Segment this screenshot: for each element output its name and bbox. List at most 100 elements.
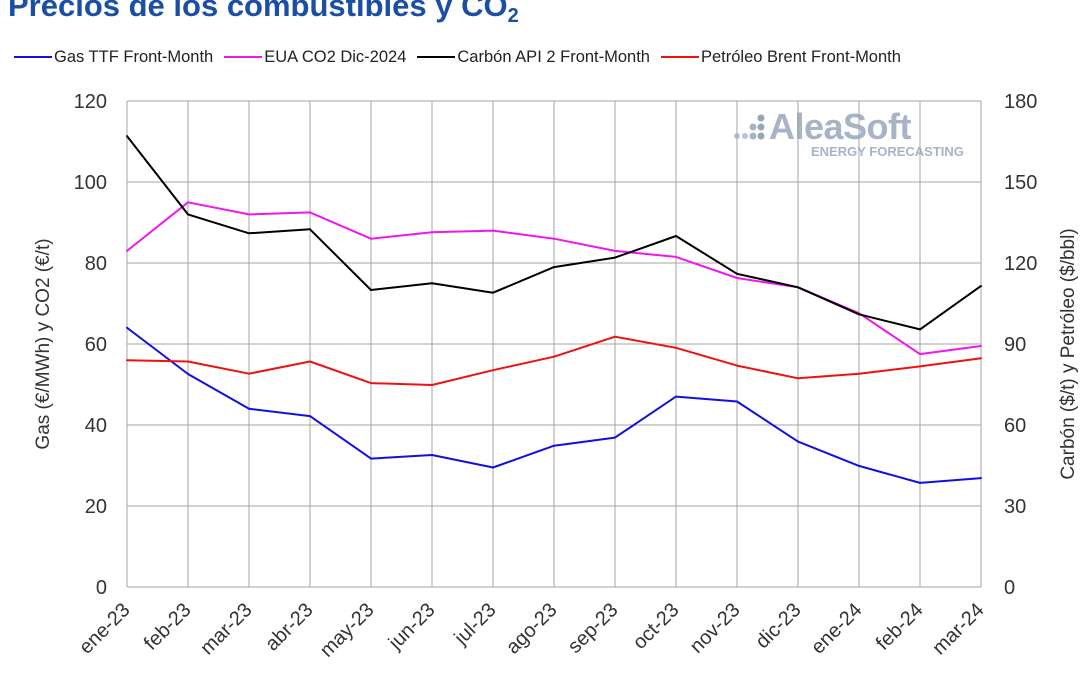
x-tick-label: oct-23 bbox=[629, 599, 684, 654]
x-tick-label: nov-23 bbox=[686, 599, 745, 658]
x-tick-label: jun-23 bbox=[384, 599, 440, 655]
x-tick-label: feb-23 bbox=[140, 599, 196, 655]
logo-wordmark: AleaSoft bbox=[769, 106, 912, 147]
data-point-3 bbox=[736, 272, 738, 275]
legend-swatch bbox=[661, 56, 699, 58]
y-right-tick-label: 60 bbox=[1004, 415, 1026, 437]
data-point-3 bbox=[858, 313, 860, 316]
data-point-1 bbox=[370, 457, 372, 460]
data-point-1 bbox=[858, 464, 860, 467]
x-tick-label: mar-23 bbox=[196, 599, 256, 659]
data-point-4 bbox=[614, 335, 616, 338]
data-point-1 bbox=[553, 444, 555, 447]
y-right-axis-title: Carbón ($/t) y Petróleo ($/bbl) bbox=[1058, 228, 1079, 479]
data-point-1 bbox=[736, 400, 738, 403]
data-point-1 bbox=[309, 415, 311, 418]
data-point-1 bbox=[614, 436, 616, 439]
y-left-tick-label: 0 bbox=[96, 577, 107, 599]
data-point-3 bbox=[919, 328, 921, 331]
data-point-2 bbox=[187, 201, 189, 204]
logo-tagline: ENERGY FORECASTING bbox=[811, 144, 964, 159]
data-point-4 bbox=[919, 365, 921, 368]
data-point-3 bbox=[248, 232, 250, 235]
data-point-4 bbox=[248, 372, 250, 375]
data-point-2 bbox=[736, 276, 738, 279]
data-point-4 bbox=[370, 382, 372, 385]
data-point-3 bbox=[126, 135, 128, 138]
data-point-2 bbox=[126, 249, 128, 252]
y-left-axis-title: Gas (€/MWh) y CO2 (€/t) bbox=[33, 238, 54, 449]
legend-item-3: Carbón API 2 Front-Month bbox=[417, 48, 650, 67]
data-point-1 bbox=[675, 395, 677, 398]
chart-title: Precios de los combustibles y CO2 bbox=[8, 0, 519, 28]
data-point-4 bbox=[736, 364, 738, 367]
data-point-1 bbox=[980, 477, 982, 480]
legend-item-2: EUA CO2 Dic-2024 bbox=[224, 48, 406, 67]
x-tick-label: feb-24 bbox=[872, 599, 928, 655]
x-tick-label: ene-24 bbox=[807, 599, 867, 659]
data-point-4 bbox=[675, 346, 677, 349]
x-tick-label: abr-23 bbox=[261, 599, 317, 655]
data-point-3 bbox=[980, 284, 982, 287]
x-tick-label: ago-23 bbox=[502, 599, 562, 659]
data-point-3 bbox=[370, 289, 372, 291]
data-point-1 bbox=[248, 407, 250, 410]
chart-title-text: Precios de los combustibles y CO bbox=[8, 0, 508, 23]
x-tick-label: dic-23 bbox=[751, 599, 805, 653]
data-point-2 bbox=[370, 237, 372, 240]
data-point-4 bbox=[309, 360, 311, 363]
legend-label: Gas TTF Front-Month bbox=[54, 47, 214, 66]
data-point-2 bbox=[492, 229, 494, 232]
data-point-2 bbox=[675, 255, 677, 258]
data-point-1 bbox=[797, 440, 799, 443]
data-point-4 bbox=[553, 355, 555, 358]
data-point-4 bbox=[126, 359, 128, 362]
data-point-3 bbox=[431, 282, 433, 285]
data-point-3 bbox=[492, 291, 494, 294]
data-point-4 bbox=[492, 369, 494, 372]
legend-item-4: Petróleo Brent Front-Month bbox=[661, 48, 901, 67]
legend-swatch bbox=[224, 56, 263, 58]
data-point-2 bbox=[980, 345, 982, 348]
data-point-2 bbox=[919, 353, 921, 356]
legend-label: Carbón API 2 Front-Month bbox=[457, 47, 650, 66]
chart-legend: Gas TTF Front-Month EUA CO2 Dic-2024 Carbó… bbox=[14, 46, 912, 68]
data-point-1 bbox=[919, 481, 921, 484]
data-point-3 bbox=[187, 213, 189, 216]
x-tick-label: ene-23 bbox=[75, 599, 135, 659]
data-point-3 bbox=[614, 256, 616, 259]
y-left-tick-label: 80 bbox=[85, 253, 107, 275]
data-point-4 bbox=[797, 377, 799, 380]
legend-item-1: Gas TTF Front-Month bbox=[14, 48, 213, 67]
data-point-4 bbox=[187, 360, 189, 363]
data-point-3 bbox=[553, 266, 555, 269]
x-tick-label: mar-24 bbox=[928, 599, 988, 659]
data-point-1 bbox=[431, 453, 433, 456]
data-point-4 bbox=[858, 372, 860, 375]
y-right-tick-label: 120 bbox=[1004, 253, 1037, 275]
legend-label: Petróleo Brent Front-Month bbox=[701, 47, 901, 66]
legend-swatch bbox=[417, 56, 456, 58]
data-point-3 bbox=[309, 228, 311, 231]
x-tick-label: may-23 bbox=[316, 599, 379, 662]
y-left-tick-label: 120 bbox=[74, 91, 107, 113]
y-left-tick-label: 40 bbox=[85, 415, 107, 437]
x-tick-label: sep-23 bbox=[564, 599, 623, 658]
y-right-tick-label: 30 bbox=[1004, 496, 1026, 518]
data-point-3 bbox=[675, 235, 677, 237]
data-point-2 bbox=[553, 237, 555, 240]
y-right-tick-label: 150 bbox=[1004, 172, 1037, 194]
data-point-2 bbox=[309, 211, 311, 214]
data-point-1 bbox=[492, 466, 494, 469]
chart-title-subscript: 2 bbox=[507, 5, 519, 27]
y-left-tick-label: 100 bbox=[74, 172, 107, 194]
data-point-2 bbox=[614, 249, 616, 252]
y-right-tick-label: 0 bbox=[1004, 577, 1015, 599]
data-point-3 bbox=[797, 286, 799, 289]
data-point-4 bbox=[980, 357, 982, 360]
data-point-2 bbox=[248, 213, 250, 216]
y-left-tick-label: 60 bbox=[85, 334, 107, 356]
x-tick-label: jul-23 bbox=[450, 599, 501, 650]
y-left-tick-label: 20 bbox=[85, 496, 107, 518]
